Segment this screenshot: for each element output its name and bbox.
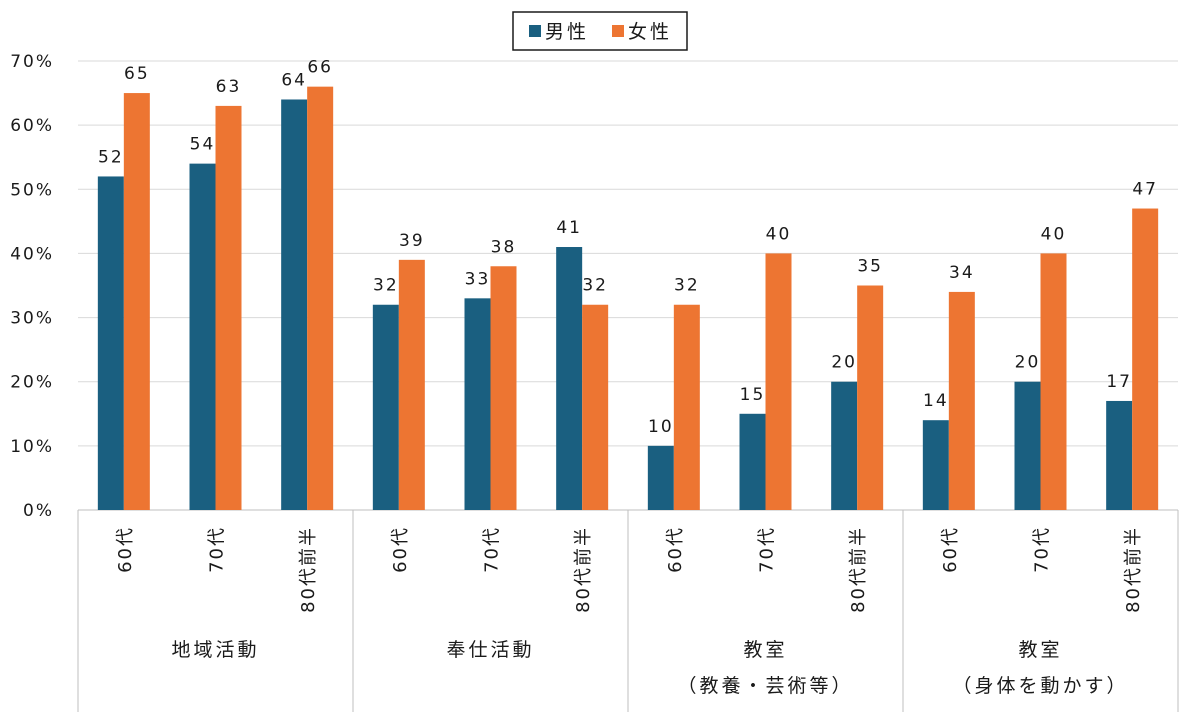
data-label-female: 38 xyxy=(491,237,517,257)
data-label-male: 20 xyxy=(1015,353,1041,373)
data-label-male: 64 xyxy=(281,70,307,90)
bar-male xyxy=(739,413,766,510)
bar-female xyxy=(582,304,609,510)
bar-female xyxy=(307,86,334,511)
category-label: 80代前半 xyxy=(573,526,594,613)
y-tick-label: 50% xyxy=(10,180,54,200)
data-label-female: 47 xyxy=(1132,180,1158,200)
y-tick-label: 70% xyxy=(10,52,54,72)
bar-male xyxy=(281,99,308,510)
legend-swatch-male xyxy=(529,25,541,37)
bar-male xyxy=(831,381,858,510)
data-label-male: 17 xyxy=(1106,372,1132,392)
group-label: 教室 xyxy=(743,639,787,661)
data-label-female: 34 xyxy=(949,263,975,283)
data-label-male: 54 xyxy=(190,135,216,155)
group-label: （教養・芸術等） xyxy=(677,675,853,697)
data-label-male: 20 xyxy=(831,353,857,373)
data-label-female: 39 xyxy=(399,231,425,251)
bar-male xyxy=(1106,400,1133,510)
data-label-male: 33 xyxy=(465,269,491,289)
group-label: 地域活動 xyxy=(171,639,259,661)
bar-male xyxy=(556,247,583,510)
group-label: （身体を動かす） xyxy=(952,675,1128,697)
data-label-female: 32 xyxy=(582,276,608,296)
bar-female xyxy=(490,266,517,510)
data-label-male: 41 xyxy=(556,218,582,238)
legend-box xyxy=(512,11,688,51)
bar-male xyxy=(1014,381,1041,510)
bar-female xyxy=(673,304,700,510)
bar-female xyxy=(1040,253,1067,510)
data-label-female: 66 xyxy=(307,58,333,78)
bar-male xyxy=(97,176,124,510)
data-label-female: 65 xyxy=(124,64,150,84)
category-label: 60代 xyxy=(940,526,961,573)
category-label: 80代前半 xyxy=(1123,526,1144,613)
bar-female xyxy=(123,93,150,511)
category-label: 70代 xyxy=(757,526,778,573)
bar-female xyxy=(857,285,884,510)
bar-female xyxy=(1132,208,1159,510)
category-label: 70代 xyxy=(1032,526,1053,573)
bar-female xyxy=(765,253,792,510)
category-label: 60代 xyxy=(665,526,686,573)
y-tick-label: 0% xyxy=(23,501,54,521)
category-label: 60代 xyxy=(390,526,411,573)
bar-male xyxy=(372,304,399,510)
bar-female xyxy=(398,259,425,510)
group-label: 奉仕活動 xyxy=(446,639,534,661)
data-label-female: 63 xyxy=(216,77,242,97)
y-tick-label: 20% xyxy=(10,373,54,393)
y-tick-label: 60% xyxy=(10,116,54,136)
y-tick-label: 10% xyxy=(10,437,54,457)
bar-female xyxy=(215,105,242,511)
group-label: 教室 xyxy=(1018,639,1062,661)
bar-male xyxy=(189,163,216,510)
data-label-male: 32 xyxy=(373,276,399,296)
bar-female xyxy=(948,291,975,510)
data-label-male: 14 xyxy=(923,391,949,411)
data-label-female: 40 xyxy=(1041,224,1067,244)
category-label: 60代 xyxy=(115,526,136,573)
data-label-male: 52 xyxy=(98,147,124,167)
category-label: 70代 xyxy=(207,526,228,573)
data-label-female: 32 xyxy=(674,276,700,296)
data-label-female: 35 xyxy=(857,257,883,277)
category-label: 70代 xyxy=(482,526,503,573)
data-label-female: 40 xyxy=(766,224,792,244)
legend-swatch-female xyxy=(612,25,624,37)
y-tick-label: 30% xyxy=(10,309,54,329)
category-label: 80代前半 xyxy=(298,526,319,613)
data-label-male: 10 xyxy=(648,417,674,437)
y-tick-label: 40% xyxy=(10,244,54,264)
legend-label-male: 男性 xyxy=(545,21,589,43)
bar-male xyxy=(647,445,674,510)
bar-male xyxy=(464,298,491,510)
data-label-male: 15 xyxy=(740,385,766,405)
legend-label-female: 女性 xyxy=(628,21,672,43)
category-label: 80代前半 xyxy=(848,526,869,613)
bar-male xyxy=(922,420,949,510)
